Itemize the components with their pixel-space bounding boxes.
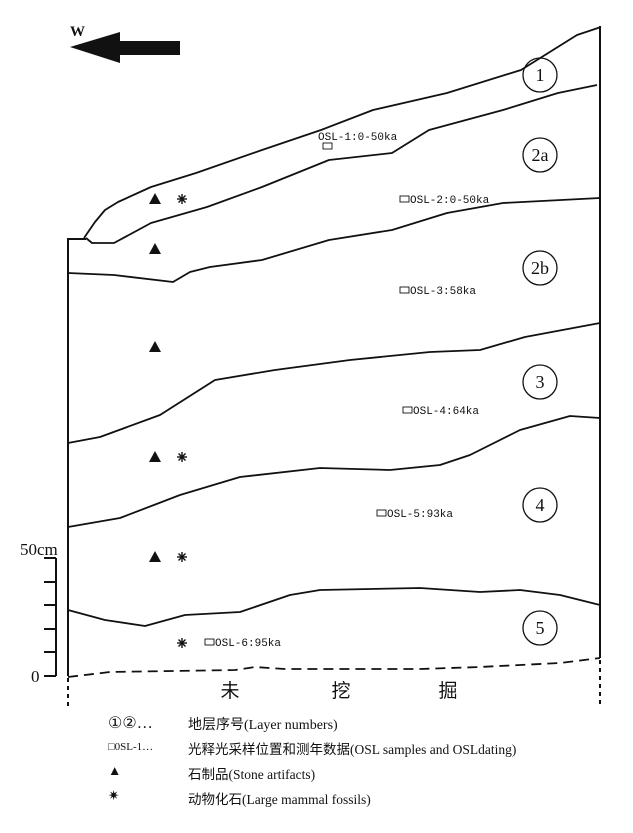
layer-labels: 1 2a 2b 3 4 5 [522,57,558,646]
stone-artifacts [149,193,161,562]
stone-artifact-icon: ▲ [108,763,122,778]
legend-item-layer-numbers: ①②… 地层序号(Layer numbers) [108,713,338,733]
layer-label: 3 [536,372,545,392]
boundary-layer-2b-base [67,322,601,444]
legend-item-stone-artifacts: ▲ 石制品(Stone artifacts) [108,763,315,782]
mammal-fossil-icon: ✷ [108,788,120,803]
legend-text: 石制品(Stone artifacts) [188,767,316,782]
stone-artifact-icon [149,551,161,562]
osl-label: OSL-6:95ka [215,638,281,650]
legend-symbol: ①②… [108,715,153,732]
arrow-left-icon [70,32,180,63]
osl-sample-icon [399,286,410,294]
legend-text: 动物化石(Large mammal fossils) [188,792,371,807]
unexcavated-label: 未 [220,680,239,702]
osl-label: OSL-4:64ka [413,406,479,418]
mammal-fossils [177,194,187,648]
mammal-fossil-icon [177,638,187,648]
osl-sample-icon [402,406,413,414]
unexcavated-label: 掘 [438,680,457,702]
osl-label: OSL-1:0-50ka [318,132,398,144]
stone-artifact-icon [149,243,161,254]
boundary-layer-4-base [67,587,601,627]
stone-artifact-icon [149,451,161,462]
boundary-layer-3-base [67,415,601,528]
layer-label: 2a [532,145,549,165]
osl-label: OSL-2:0-50ka [410,195,490,207]
ground-surface [83,26,602,239]
osl-label: OSL-5:93ka [387,509,453,521]
legend-text: 地层序号(Layer numbers) [188,718,338,733]
layer-label: 1 [536,65,545,85]
excavation-bottom [67,657,601,678]
layer-label: 2b [531,258,549,278]
boundary-layer-2a-base [67,197,601,283]
mammal-fossil-icon [177,552,187,562]
boundary-layer-1-base [85,84,598,244]
legend-item-osl: □0SL-1… 光释光采样位置和测年数据(OSL samples and OSL… [108,738,516,757]
stone-artifact-icon [149,341,161,352]
mammal-fossil-icon [177,194,187,204]
osl-sample-icon [399,195,410,203]
legend-item-fossils: ✷ 动物化石(Large mammal fossils) [108,788,371,807]
osl-sample-icon [322,142,333,150]
scale-bottom-label: 0 [31,667,40,686]
stone-artifact-icon [149,193,161,204]
direction-label: W [70,24,85,40]
scale-top-label: 50cm [20,540,58,559]
osl-label: OSL-3:58ka [410,286,476,298]
unexcavated-label: 挖 [331,680,350,702]
osl-sample-icon [204,638,215,646]
legend-symbol: □0SL-1… [108,741,154,753]
layer-label: 5 [536,618,545,638]
left-wall [67,238,86,676]
mammal-fossil-icon [177,452,187,462]
osl-samples: OSL-1:0-50ka OSL-2:0-50ka OSL-3:58ka OSL… [204,132,490,650]
layer-label: 4 [536,495,545,515]
scale-bar [44,557,57,677]
osl-sample-icon [376,509,387,517]
legend-text: 光释光采样位置和测年数据(OSL samples and OSLdating) [188,742,517,757]
